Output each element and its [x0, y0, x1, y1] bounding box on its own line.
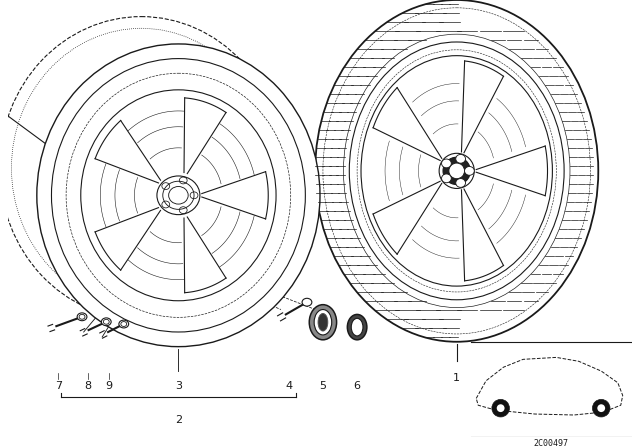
- Ellipse shape: [119, 320, 129, 328]
- Ellipse shape: [77, 313, 87, 321]
- Ellipse shape: [456, 179, 465, 187]
- Ellipse shape: [309, 305, 337, 340]
- Ellipse shape: [314, 310, 332, 335]
- Ellipse shape: [101, 318, 111, 326]
- Text: 9: 9: [106, 381, 113, 391]
- Text: 2C00497: 2C00497: [533, 439, 568, 448]
- Ellipse shape: [449, 163, 465, 179]
- Ellipse shape: [456, 155, 465, 163]
- Ellipse shape: [442, 174, 451, 183]
- Circle shape: [497, 404, 504, 412]
- Text: 2: 2: [175, 415, 182, 425]
- Text: 7: 7: [55, 381, 62, 391]
- Ellipse shape: [349, 42, 564, 300]
- Ellipse shape: [81, 90, 276, 301]
- Text: 8: 8: [84, 381, 91, 391]
- Ellipse shape: [361, 56, 552, 286]
- Ellipse shape: [163, 181, 194, 209]
- Ellipse shape: [37, 44, 320, 347]
- Ellipse shape: [302, 298, 312, 306]
- Circle shape: [597, 404, 605, 412]
- Ellipse shape: [318, 314, 328, 331]
- Text: 3: 3: [175, 381, 182, 391]
- Ellipse shape: [348, 314, 367, 340]
- Text: 1: 1: [453, 373, 460, 383]
- Text: 5: 5: [319, 381, 326, 391]
- Text: 4: 4: [285, 381, 292, 391]
- Text: 6: 6: [354, 381, 360, 391]
- Circle shape: [492, 399, 509, 417]
- Ellipse shape: [443, 157, 470, 185]
- Ellipse shape: [442, 159, 451, 168]
- Ellipse shape: [157, 176, 200, 215]
- Ellipse shape: [439, 153, 474, 189]
- Circle shape: [593, 399, 610, 417]
- Ellipse shape: [351, 319, 363, 336]
- Ellipse shape: [465, 167, 474, 175]
